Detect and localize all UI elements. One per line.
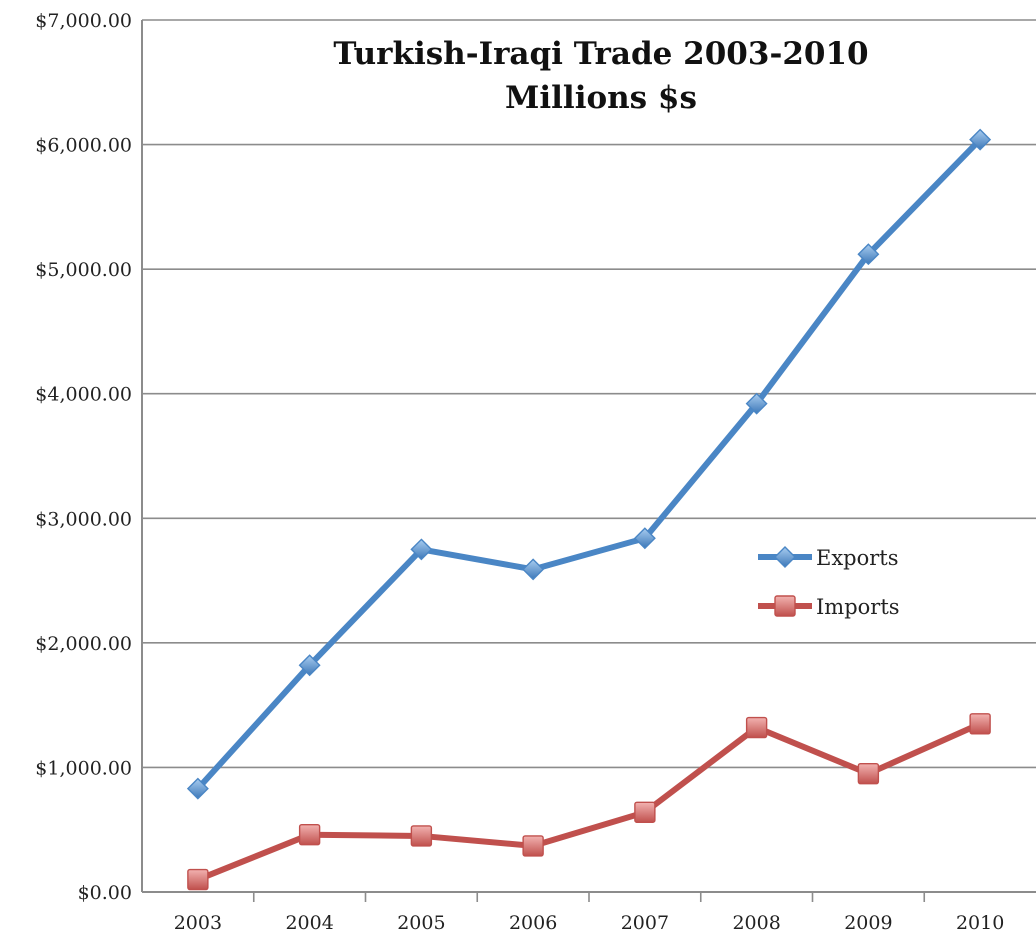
legend: Exports Imports (758, 546, 900, 619)
y-tick-label: $1,000.00 (35, 757, 132, 779)
data-series (186, 128, 992, 891)
y-tick-label: $3,000.00 (35, 508, 132, 530)
legend-item-exports: Exports (758, 546, 899, 570)
x-tick-label: 2009 (844, 912, 892, 934)
data-point-imports (969, 713, 991, 735)
x-tick-label: 2007 (621, 912, 669, 934)
data-point-exports (522, 558, 545, 581)
series-line-imports (194, 720, 984, 883)
data-point-imports (187, 868, 209, 891)
y-tick-label: $4,000.00 (35, 384, 132, 406)
data-point-imports (522, 835, 544, 857)
x-tick-label: 2010 (956, 912, 1004, 934)
y-tick-label: $7,000.00 (35, 10, 132, 32)
data-point-exports (969, 128, 992, 151)
chart-subtitle: Millions $s (505, 80, 697, 116)
data-point-exports (633, 527, 656, 550)
chart-title: Turkish-Iraqi Trade 2003-2010 (333, 36, 868, 72)
x-tick-label: 2004 (285, 912, 333, 934)
data-point-exports (410, 538, 433, 561)
data-point-imports (634, 801, 656, 823)
y-tick-label: $0.00 (78, 882, 132, 904)
data-point-imports (410, 825, 433, 847)
x-tick-label: 2006 (509, 912, 557, 934)
series-line-exports (194, 136, 984, 792)
data-point-exports (857, 243, 880, 266)
legend-item-imports: Imports (758, 595, 900, 619)
x-axis-ticks: 2003 2004 2005 2006 2007 2008 2009 2010 (174, 912, 1005, 934)
data-point-exports (745, 392, 768, 415)
gridlines (142, 19, 1036, 769)
data-point-imports (298, 823, 321, 846)
axes (141, 20, 1036, 902)
y-tick-label: $2,000.00 (35, 633, 132, 655)
x-tick-label: 2008 (732, 912, 780, 934)
y-axis-ticks: $0.00 $1,000.00 $2,000.00 $3,000.00 $4,000.0… (35, 10, 132, 904)
chart-title-group: Turkish-Iraqi Trade 2003-2010 Millions $… (333, 36, 868, 116)
data-point-imports (857, 762, 880, 785)
x-tick-label: 2003 (174, 912, 222, 934)
data-point-exports (186, 777, 209, 800)
series-exports (186, 128, 992, 800)
y-tick-label: $5,000.00 (35, 259, 132, 281)
legend-marker (774, 595, 796, 617)
data-point-exports (298, 654, 321, 677)
data-point-imports (745, 716, 768, 739)
legend-label: Imports (816, 595, 900, 619)
series-imports (187, 713, 991, 891)
legend-marker (774, 546, 796, 568)
legend-label: Exports (816, 546, 899, 570)
x-tick-label: 2005 (397, 912, 445, 934)
y-tick-label: $6,000.00 (35, 135, 132, 157)
